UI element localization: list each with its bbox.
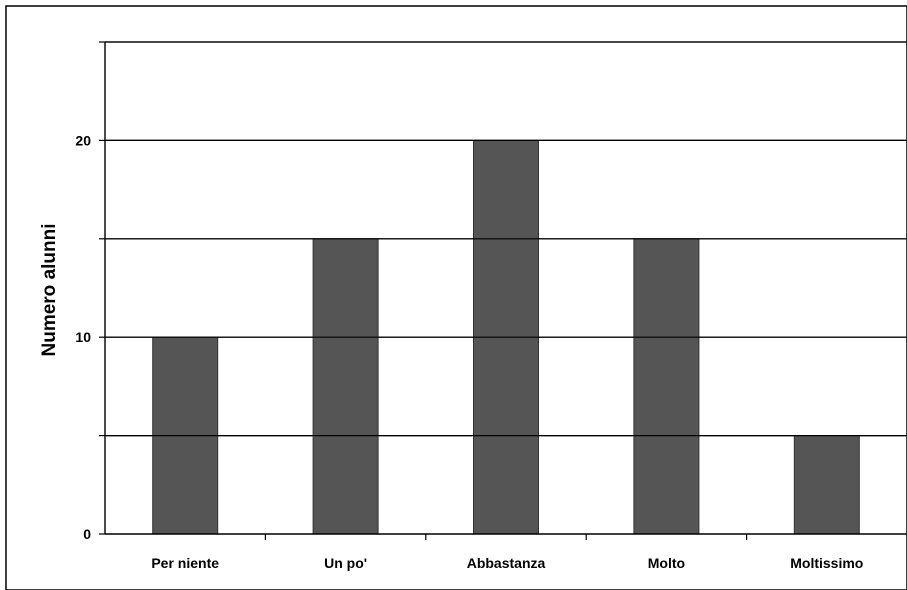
y-tick-label-0: 0: [83, 526, 91, 542]
chart-frame: [5, 5, 907, 590]
y-tick-label-2: 20: [75, 132, 91, 148]
x-tick-label-1: Un po': [324, 555, 367, 571]
x-tick-label-3: Molto: [648, 555, 685, 571]
x-tick-label-4: Moltissimo: [790, 555, 863, 571]
x-tick-label-0: Per niente: [151, 555, 219, 571]
x-tick-label-2: Abbastanza: [467, 555, 546, 571]
y-axis-title: Numero alunni: [39, 223, 60, 356]
bar-3: [633, 238, 700, 535]
bar-1: [312, 238, 379, 535]
labels: 0 10 20 Per niente Un po' Abbastanza Molto Molt…: [75, 132, 863, 571]
bar-4: [793, 435, 860, 535]
y-tick-label-1: 10: [75, 329, 91, 345]
axes: [99, 41, 907, 540]
